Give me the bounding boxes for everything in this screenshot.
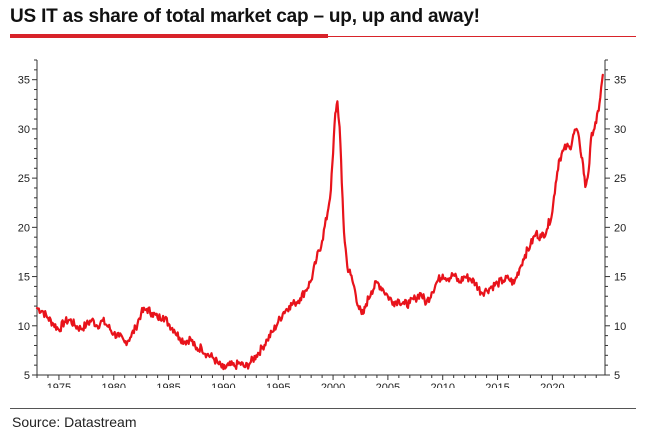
y-tick-label-right: 5: [614, 370, 620, 382]
y-tick-label-left: 30: [18, 124, 30, 136]
x-tick-label: 1990: [211, 382, 235, 388]
y-tick-label-left: 35: [18, 75, 30, 87]
title-accent-bar: [10, 34, 328, 38]
footer-divider: [10, 408, 636, 409]
x-tick-label: 2015: [485, 382, 509, 388]
y-tick-label-right: 30: [614, 124, 626, 136]
x-tick-label: 1975: [47, 382, 71, 388]
y-tick-label-right: 15: [614, 272, 626, 284]
chart-ticks: [32, 59, 610, 380]
y-tick-label-left: 10: [18, 321, 30, 333]
x-tick-label: 1995: [266, 382, 290, 388]
y-tick-label-right: 25: [614, 173, 626, 185]
chart-title: US IT as share of total market cap – up,…: [10, 6, 480, 27]
y-tick-label-right: 20: [614, 222, 626, 234]
y-tick-label-right: 10: [614, 321, 626, 333]
x-tick-label: 1985: [156, 382, 180, 388]
x-tick-label: 2020: [540, 382, 564, 388]
series-line-it-share: [35, 73, 604, 371]
x-tick-label: 2010: [430, 382, 454, 388]
x-tick-label: 2000: [321, 382, 345, 388]
chart-series: [35, 73, 604, 371]
chart-axes: [36, 60, 606, 376]
y-tick-label-left: 5: [24, 370, 30, 382]
y-tick-label-left: 15: [18, 272, 30, 284]
y-tick-label-right: 35: [614, 75, 626, 87]
source-note: Source: Datastream: [12, 414, 137, 430]
x-tick-label: 1980: [102, 382, 126, 388]
y-tick-label-left: 20: [18, 222, 30, 234]
x-tick-label: 2005: [376, 382, 400, 388]
y-tick-label-left: 25: [18, 173, 30, 185]
